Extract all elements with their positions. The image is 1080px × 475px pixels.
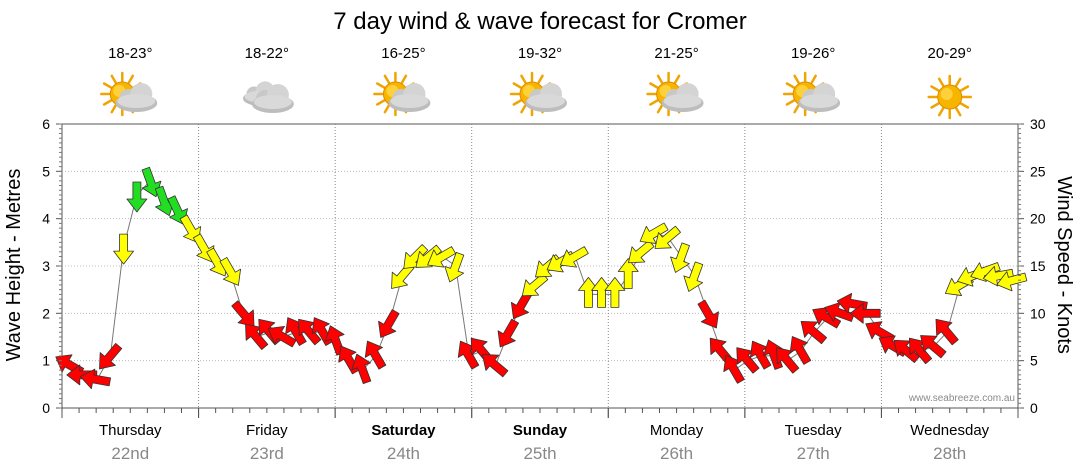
right-tick-label: 10: [1030, 305, 1046, 321]
wind-arrow: [789, 336, 812, 365]
wind-arrow: [920, 335, 947, 359]
temperature-range: 19-26°: [791, 45, 835, 62]
wind-arrow: [351, 353, 372, 385]
chart-title: 7 day wind & wave forecast for Cromer: [333, 8, 747, 35]
right-tick-label: 0: [1030, 400, 1038, 416]
wind-arrow: [79, 368, 111, 390]
wind-arrow: [415, 244, 442, 268]
left-tick-label: 1: [42, 353, 50, 369]
day-date: 24th: [387, 444, 420, 463]
right-tick-label: 15: [1030, 258, 1046, 274]
sun-cloud-icon: [100, 71, 158, 117]
weather-icons: [100, 71, 972, 120]
sun-cloud-icon: [782, 71, 841, 117]
wind-arrow: [559, 246, 589, 268]
wind-arrow: [444, 252, 465, 283]
right-tick-label: 5: [1030, 353, 1038, 369]
wind-arrow: [670, 242, 690, 273]
sun-icon: [927, 74, 972, 120]
sun-cloud-icon: [373, 71, 431, 117]
wind-arrow: [683, 261, 704, 292]
wind-arrow: [481, 354, 509, 378]
day-date: 27th: [797, 444, 830, 463]
x-axis: Thursday 22nd Friday 23rd Saturday 24th Sunday…: [61, 408, 1019, 463]
right-tick-label: 20: [1030, 211, 1046, 227]
left-tick-label: 6: [42, 116, 50, 132]
wind-arrow: [497, 318, 520, 348]
day-date: 23rd: [250, 444, 284, 463]
temperature-range: 18-23°: [108, 45, 152, 62]
day-date: 28th: [933, 444, 966, 463]
cloud-icon: [243, 81, 294, 113]
wind-arrow: [231, 300, 255, 327]
wind-arrow: [639, 222, 669, 244]
day-name: Tuesday: [785, 422, 842, 439]
wind-arrow: [219, 257, 241, 286]
wind-arrow: [617, 258, 639, 289]
wind-arrow: [126, 181, 148, 213]
y-axes: 0 1 2 3 4 5 6 0 5 10 15 20 25 30: [42, 116, 1046, 416]
right-axis-label: Wind Speed - Knots: [1053, 176, 1075, 354]
sun-cloud-icon: [509, 71, 567, 117]
temperature-range: 19-32°: [518, 45, 562, 62]
left-tick-label: 2: [42, 305, 50, 321]
wind-arrow: [427, 246, 456, 268]
wind-arrow: [99, 342, 123, 370]
wind-arrow: [179, 214, 202, 244]
wind-arrow: [604, 276, 626, 308]
day-name: Sunday: [513, 422, 568, 439]
day-date: 22nd: [111, 444, 149, 463]
wind-arrow: [800, 320, 828, 345]
day-name: Thursday: [99, 422, 162, 439]
left-tick-label: 3: [42, 258, 50, 274]
wind-arrow: [628, 239, 655, 264]
watermark: www.seabreeze.com.au: [908, 393, 1015, 404]
wind-arrow: [378, 309, 400, 338]
wind-arrow: [935, 318, 959, 346]
right-tick-label: 25: [1030, 163, 1046, 179]
temperature-range: 21-25°: [654, 45, 698, 62]
temperature-range: 18-22°: [245, 45, 289, 62]
left-tick-label: 5: [42, 163, 50, 179]
day-name: Monday: [650, 422, 704, 439]
right-tick-label: 30: [1030, 116, 1046, 132]
wind-arrow: [970, 262, 1001, 282]
temperature-range: 16-25°: [381, 45, 425, 62]
wind-arrow: [364, 340, 387, 370]
day-temperatures: 18-23° 18-22° 16-25° 19-32° 21-25° 19-26° 20-2…: [108, 45, 972, 62]
day-date: 26th: [660, 444, 693, 463]
wind-arrow: [654, 225, 681, 249]
wind-arrows: [55, 166, 1028, 390]
left-tick-label: 4: [42, 211, 50, 227]
left-tick-label: 0: [42, 400, 50, 416]
wind-arrow: [849, 302, 881, 324]
wind-arrow: [113, 233, 134, 265]
wind-arrow: [267, 325, 297, 348]
wind-arrow: [996, 271, 1028, 292]
day-name: Saturday: [371, 422, 436, 439]
day-date: 25th: [523, 444, 556, 463]
day-name: Wednesday: [910, 422, 989, 439]
day-name: Friday: [246, 422, 288, 439]
wind-arrow: [697, 299, 719, 329]
sun-cloud-icon: [646, 71, 704, 117]
left-axis-label: Wave Height - Metres: [3, 169, 25, 362]
wind-arrow: [66, 364, 98, 386]
temperature-range: 20-29°: [928, 45, 972, 62]
